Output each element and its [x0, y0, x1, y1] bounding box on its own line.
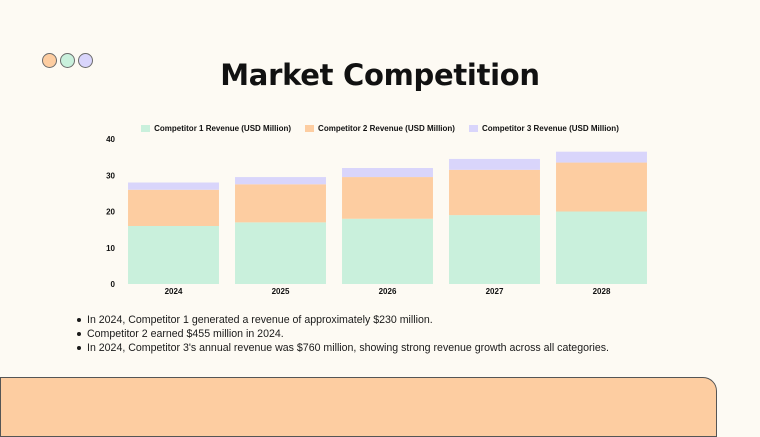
stacked-bar-chart: 0 10 20 30 40 2024 2025 2026 2027 2028	[106, 135, 647, 296]
bar-segment-competitor-1	[342, 218, 433, 284]
page-title: Market Competition	[220, 58, 540, 92]
bar-segment-competitor-2	[449, 169, 540, 216]
bar-segment-competitor-3	[556, 151, 647, 163]
bar-segment-competitor-2	[556, 162, 647, 212]
bar-segment-competitor-2	[342, 177, 433, 219]
decorative-dots	[42, 53, 93, 68]
bar-segment-competitor-1	[235, 222, 326, 284]
bar-segment-competitor-1	[449, 215, 540, 284]
footer-band	[0, 377, 717, 437]
x-tick-label: 2027	[486, 287, 504, 296]
note-item: Competitor 2 earned $455 million in 2024…	[76, 327, 609, 341]
x-tick-label: 2026	[379, 287, 397, 296]
note-item: In 2024, Competitor 1 generated a revenu…	[76, 313, 609, 327]
y-tick-label: 0	[111, 280, 116, 289]
y-tick-label: 10	[106, 244, 115, 253]
y-tick-label: 30	[106, 171, 115, 180]
x-tick-label: 2024	[165, 287, 183, 296]
x-tick-label: 2025	[272, 287, 290, 296]
bar-segment-competitor-1	[556, 211, 647, 284]
legend-label-competitor-1: Competitor 1 Revenue (USD Million)	[154, 124, 292, 133]
bar-segment-competitor-2	[235, 184, 326, 223]
legend-item-competitor-2: Competitor 2 Revenue (USD Million)	[305, 124, 455, 133]
decor-dot-green	[60, 53, 75, 68]
y-tick-label: 20	[106, 208, 115, 217]
bar-segment-competitor-3	[128, 182, 219, 190]
bar-segment-competitor-3	[449, 158, 540, 170]
legend-label-competitor-3: Competitor 3 Revenue (USD Million)	[481, 124, 619, 133]
bar-segment-competitor-1	[128, 226, 219, 284]
legend-swatch-competitor-3	[468, 125, 478, 132]
bar-segment-competitor-3	[235, 177, 326, 185]
decor-dot-orange	[42, 53, 57, 68]
x-tick-label: 2028	[593, 287, 611, 296]
bar-segment-competitor-2	[128, 189, 219, 226]
legend-item-competitor-1: Competitor 1 Revenue (USD Million)	[141, 124, 291, 133]
legend-item-competitor-3: Competitor 3 Revenue (USD Million)	[468, 124, 619, 133]
note-item: In 2024, Competitor 3's annual revenue w…	[76, 341, 609, 355]
decor-dot-purple	[78, 53, 93, 68]
notes-list: In 2024, Competitor 1 generated a revenu…	[76, 313, 609, 355]
legend-swatch-competitor-1	[141, 125, 151, 132]
bar-segment-competitor-3	[342, 168, 433, 178]
legend-label-competitor-2: Competitor 2 Revenue (USD Million)	[318, 124, 455, 133]
y-tick-label: 40	[106, 135, 115, 144]
chart-legend: Competitor 1 Revenue (USD Million) Compe…	[0, 124, 760, 133]
legend-swatch-competitor-2	[305, 125, 315, 132]
